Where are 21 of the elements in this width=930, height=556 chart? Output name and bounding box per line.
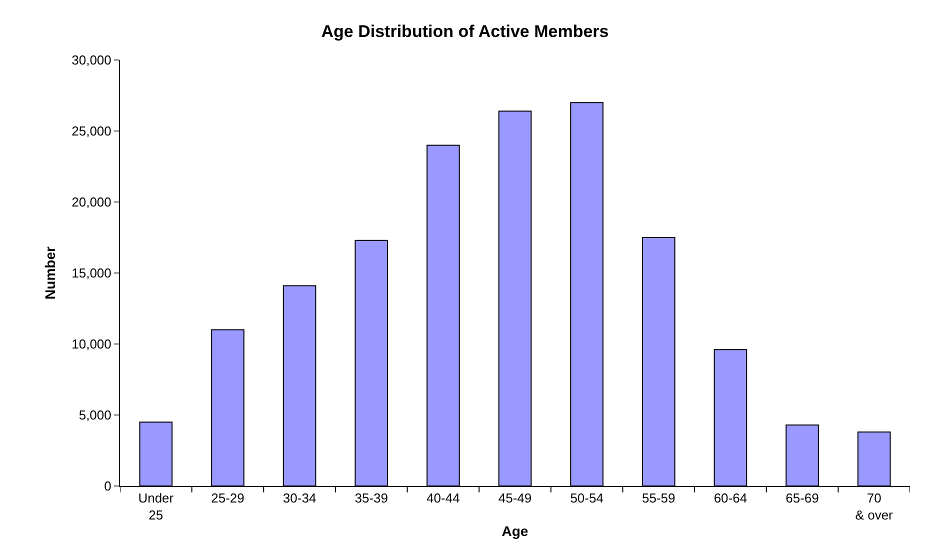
- x-tick-label: 45-49: [498, 490, 532, 506]
- x-tick-label: 25-29: [211, 490, 244, 506]
- y-tick-label: 5,000: [78, 408, 112, 423]
- x-tick-label: 70 & over: [855, 490, 894, 522]
- y-tick-label: 15,000: [72, 266, 112, 281]
- y-axis-title: Number: [42, 246, 58, 300]
- x-tick-label: 65-69: [786, 490, 819, 506]
- y-tick-label: 20,000: [72, 194, 112, 210]
- y-tick-label: 10,000: [72, 336, 112, 352]
- x-axis-title: Age: [502, 522, 528, 539]
- x-tick-label: Under 25: [138, 490, 174, 522]
- x-tick-label: 40-44: [426, 490, 460, 506]
- x-tick-label: 55-59: [642, 490, 676, 506]
- x-tick-label: 30-34: [282, 490, 316, 506]
- y-tick-label: 0: [104, 478, 112, 494]
- x-tick-label: 35-39: [354, 490, 388, 506]
- x-tick-label: 60-64: [714, 490, 748, 506]
- y-tick-label: 25,000: [72, 124, 112, 139]
- x-tick-label: 50-54: [570, 490, 604, 506]
- chart-title: Age Distribution of Active Members: [321, 22, 609, 41]
- y-tick-label: 30,000: [72, 52, 112, 68]
